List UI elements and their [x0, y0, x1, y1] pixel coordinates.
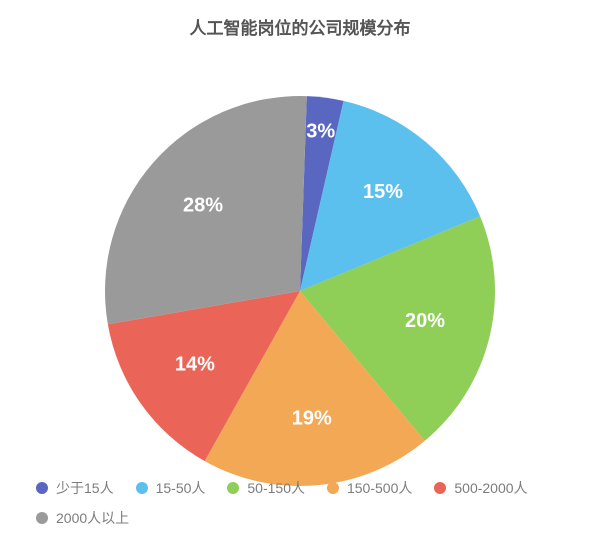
slice-percent-label: 14%: [175, 354, 215, 376]
legend-item: 2000人以上: [36, 508, 129, 528]
legend-label: 15-50人: [156, 478, 206, 498]
legend-item: 少于15人: [36, 478, 114, 498]
legend-swatch: [36, 512, 48, 524]
legend-item: 150-500人: [327, 478, 412, 498]
chart-title: 人工智能岗位的公司规模分布: [0, 0, 600, 39]
slice-percent-label: 3%: [306, 121, 335, 143]
pie-svg: 3% 15% 20% 19% 14% 28%: [0, 39, 600, 499]
legend-label: 2000人以上: [56, 508, 129, 528]
legend: 少于15人 15-50人 50-150人 150-500人 500-2000人 2000人…: [0, 478, 600, 528]
legend-label: 少于15人: [56, 478, 114, 498]
legend-swatch: [227, 482, 239, 494]
legend-swatch: [434, 482, 446, 494]
slice-percent-label: 15%: [363, 181, 403, 203]
legend-label: 150-500人: [347, 478, 412, 498]
legend-item: 50-150人: [227, 478, 305, 498]
legend-item: 15-50人: [136, 478, 206, 498]
legend-swatch: [136, 482, 148, 494]
slice-percent-label: 19%: [292, 407, 332, 429]
slice-percent-label: 28%: [183, 195, 223, 217]
legend-swatch: [327, 482, 339, 494]
pie-chart: 3% 15% 20% 19% 14% 28%: [0, 39, 600, 499]
legend-label: 50-150人: [247, 478, 305, 498]
slice-percent-label: 20%: [405, 310, 445, 332]
legend-swatch: [36, 482, 48, 494]
legend-item: 500-2000人: [434, 478, 527, 498]
legend-label: 500-2000人: [454, 478, 527, 498]
